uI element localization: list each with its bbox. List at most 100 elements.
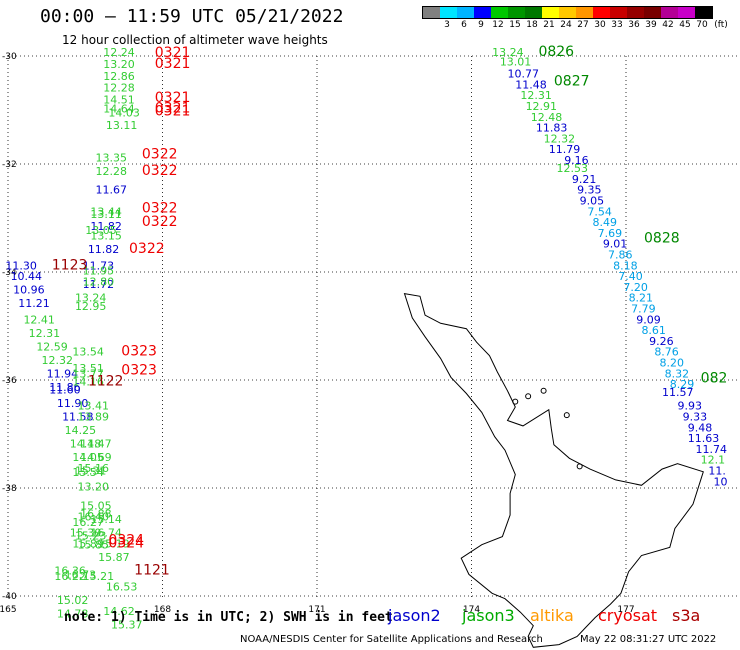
- legend-tick-label: 15: [509, 20, 521, 30]
- legend-swatch: [508, 7, 525, 18]
- swh-value: 11.86: [49, 381, 80, 394]
- swh-value: 13.15: [90, 230, 122, 243]
- swh-value: 10.44: [11, 270, 43, 283]
- lat-tick-label: -40: [2, 592, 17, 602]
- swh-value: 16.88: [80, 508, 112, 521]
- pass-time: 0322: [142, 201, 178, 217]
- swh-value: 12.48: [531, 111, 563, 124]
- legend-tick-label: 39: [645, 20, 657, 30]
- legend-tick-label: 30: [594, 20, 606, 30]
- pass-time: 0826: [538, 44, 574, 60]
- swh-value: 9.01: [603, 238, 628, 251]
- swh-value: 7.54: [587, 205, 612, 218]
- legend-swatch: [661, 7, 678, 18]
- island-outline: [563, 412, 570, 419]
- legend-swatch: [440, 7, 457, 18]
- swh-value: 8.21: [629, 292, 654, 305]
- swh-value: 16.27: [72, 516, 104, 529]
- island-outline: [525, 393, 532, 400]
- swh-value: 10: [714, 475, 728, 488]
- legend-swatch: [610, 7, 627, 18]
- legend-tick-label: 18: [526, 20, 538, 30]
- swh-value: 13.11: [106, 119, 138, 132]
- swh-value: 11.57: [662, 386, 694, 399]
- swh-value: 9.48: [688, 421, 713, 434]
- swh-value: 15.14: [90, 513, 122, 526]
- swh-value: 16.40: [78, 510, 110, 523]
- swh-value: 11.58: [62, 411, 93, 424]
- pass-time: 0321: [155, 101, 191, 117]
- swh-value: 9.16: [564, 154, 589, 167]
- swh-value: 13.24: [75, 292, 107, 305]
- swh-value: 12.24: [103, 46, 134, 59]
- swh-value: 7.20: [623, 281, 648, 294]
- island-outline: [512, 398, 519, 405]
- legend-tick-label: 42: [662, 20, 674, 30]
- legend-swatch: [542, 7, 559, 18]
- swh-value: 12.1: [701, 454, 726, 467]
- legend-swatch: [423, 7, 440, 18]
- swh-value: 12.91: [526, 100, 558, 113]
- swh-value: 14.69: [80, 451, 112, 464]
- island-outline: [576, 463, 583, 470]
- swh-value: 8.29: [670, 378, 695, 391]
- swh-value: 14.78: [57, 608, 89, 621]
- swh-value: 11.90: [57, 397, 89, 410]
- legend-tick-label: 24: [560, 20, 572, 30]
- legend-tick-label: 27: [577, 20, 589, 30]
- swh-value: 13.05: [85, 224, 117, 237]
- swh-value: 14.05: [72, 451, 104, 464]
- legend-swatch: [457, 7, 474, 18]
- pass-time: 0322: [142, 214, 178, 230]
- pass-time: 0322: [142, 163, 178, 179]
- legend-swatch: [644, 7, 661, 18]
- pass-time: 0827: [554, 74, 590, 90]
- swh-value: 12.80: [83, 276, 115, 289]
- legend-tick-label: 9: [478, 20, 484, 30]
- swh-value: 12.31: [520, 89, 552, 102]
- swh-value: 9.33: [683, 411, 708, 424]
- swh-value: 15.19: [98, 537, 130, 550]
- swh-value: 12.86: [103, 70, 134, 83]
- swh-value: 13.89: [78, 411, 110, 424]
- legend-swatches: [422, 6, 713, 19]
- swh-value: 13.51: [72, 362, 104, 375]
- pass-time: 0323: [121, 363, 157, 379]
- footer-timestamp: May 22 08:31:27 UTC 2022: [580, 634, 717, 645]
- lat-tick-label: -34: [2, 268, 17, 278]
- swh-value: 13.44: [90, 205, 122, 218]
- swh-value: 14.47: [80, 438, 112, 451]
- swh-value: 12.53: [556, 162, 588, 175]
- swh-value: 13.20: [78, 481, 110, 494]
- swh-value: 7.40: [618, 270, 643, 283]
- swh-value: 14.25: [65, 424, 97, 437]
- swh-value: 16.36: [54, 564, 86, 577]
- swh-value: 15.30: [70, 527, 102, 540]
- swh-value: 14.62: [103, 605, 134, 618]
- swh-value: 14.03: [108, 106, 140, 119]
- swh-value: 12.59: [36, 340, 67, 353]
- swh-value: 15.89: [72, 537, 104, 550]
- legend-tick-label: 6: [461, 20, 467, 30]
- lon-tick-label: 165: [0, 605, 17, 615]
- swh-value: 15.54: [72, 466, 104, 479]
- satellite-s3a: s3a: [672, 606, 701, 625]
- swh-value: 14.64: [103, 103, 134, 116]
- swh-value: 11.79: [549, 143, 581, 156]
- units-note: note: 1) Time is in UTC; 2) SWH is in fe…: [64, 610, 393, 625]
- lat-tick-label: -36: [2, 376, 17, 386]
- swh-value: 15.37: [111, 618, 143, 631]
- legend-swatch: [491, 7, 508, 18]
- legend-tick-label: 12: [492, 20, 504, 30]
- pass-time: 0828: [644, 230, 680, 246]
- swh-value: 16.22: [54, 570, 86, 583]
- swh-value: 9.93: [678, 400, 703, 413]
- swh-value: 15.23: [75, 529, 107, 542]
- swh-value: 7.79: [631, 303, 656, 316]
- legend-tick-label: 21: [543, 20, 555, 30]
- swh-value: 16.53: [106, 581, 138, 594]
- lat-tick-label: -32: [2, 160, 17, 170]
- swh-value: 13.11: [90, 208, 122, 221]
- swh-value: 15.02: [57, 594, 89, 607]
- lon-tick-label: 174: [463, 605, 480, 615]
